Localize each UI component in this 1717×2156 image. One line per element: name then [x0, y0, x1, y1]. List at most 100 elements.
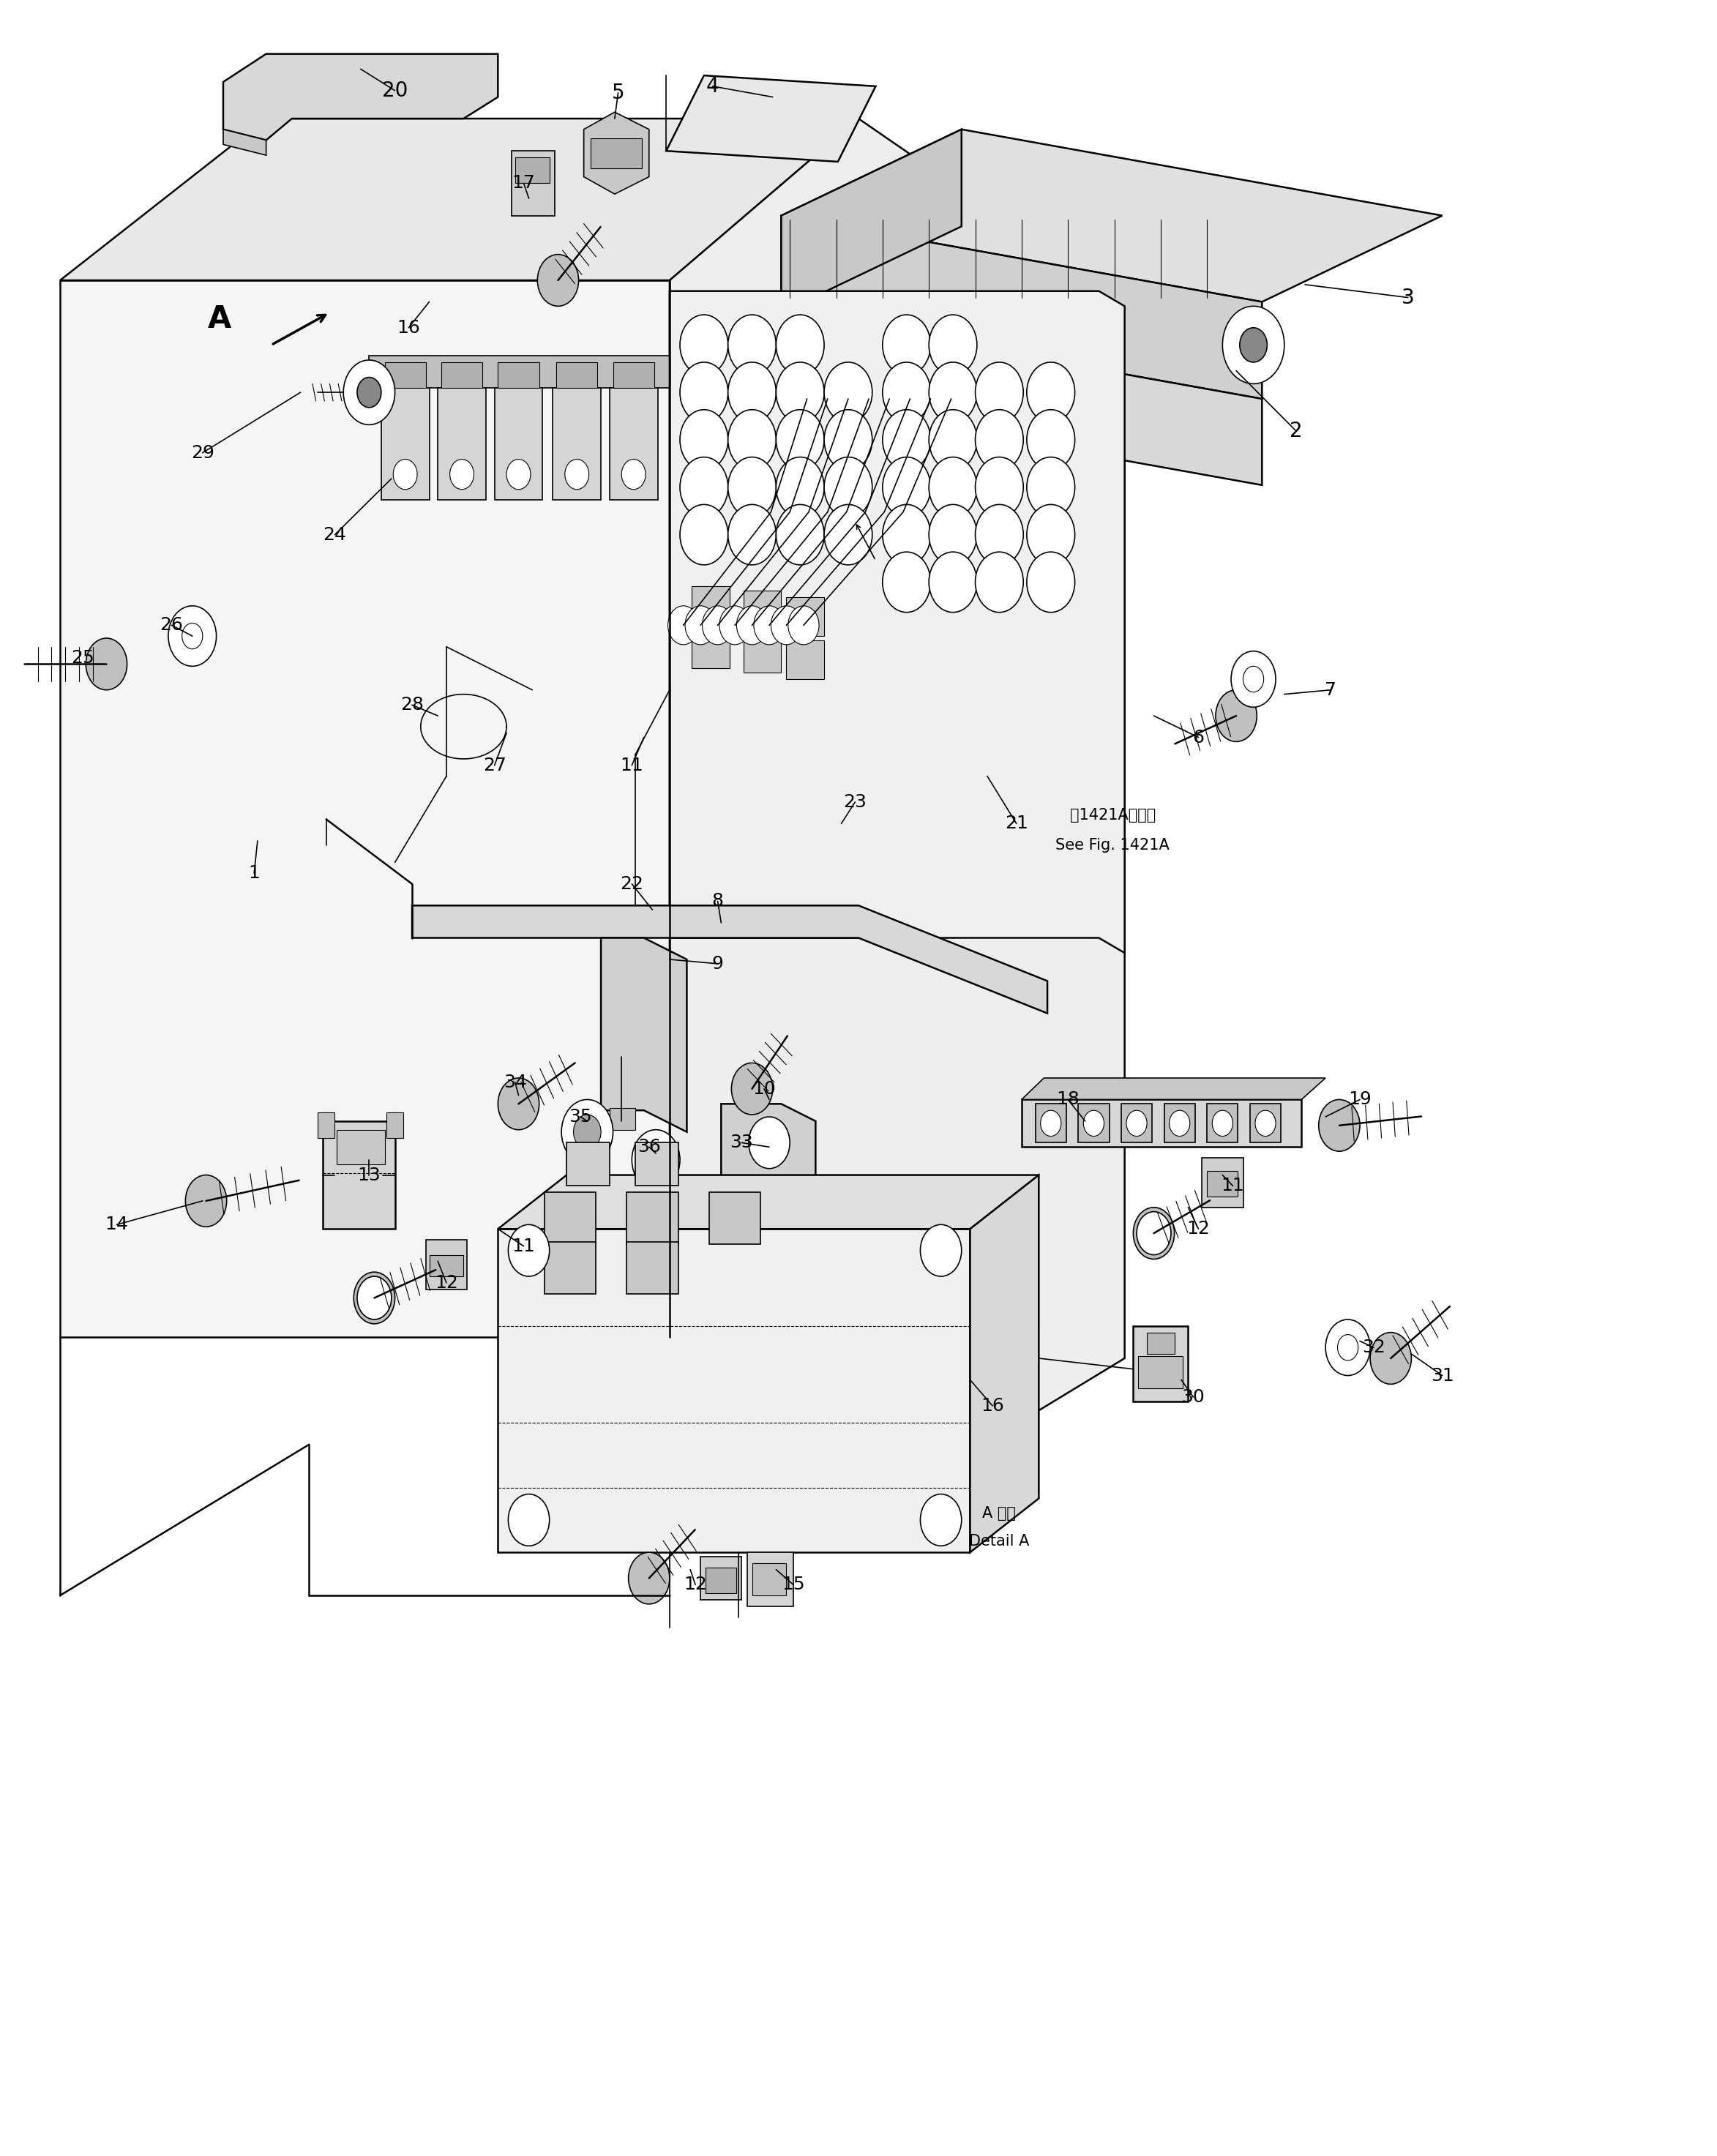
Circle shape	[1137, 1212, 1171, 1255]
Polygon shape	[781, 129, 1442, 302]
Polygon shape	[781, 129, 962, 313]
Circle shape	[1126, 1110, 1147, 1136]
Circle shape	[393, 459, 417, 489]
Circle shape	[450, 459, 474, 489]
Circle shape	[975, 410, 1023, 470]
Circle shape	[357, 377, 381, 407]
Circle shape	[86, 638, 127, 690]
Text: 14: 14	[105, 1216, 129, 1233]
Text: 19: 19	[1348, 1091, 1372, 1108]
Circle shape	[354, 1272, 395, 1324]
Circle shape	[622, 459, 646, 489]
Text: 28: 28	[400, 696, 424, 714]
Text: 11: 11	[1221, 1177, 1245, 1194]
Bar	[786, 640, 824, 679]
Text: 24: 24	[323, 526, 347, 543]
Bar	[429, 1255, 464, 1276]
Circle shape	[883, 410, 931, 470]
Circle shape	[1326, 1319, 1370, 1376]
Polygon shape	[666, 75, 876, 162]
Circle shape	[680, 410, 728, 470]
Circle shape	[883, 552, 931, 612]
Circle shape	[776, 410, 824, 470]
Circle shape	[1231, 651, 1276, 707]
Circle shape	[929, 457, 977, 517]
Circle shape	[680, 505, 728, 565]
Bar	[386, 1112, 403, 1138]
Polygon shape	[721, 1104, 816, 1199]
Circle shape	[920, 1225, 962, 1276]
Text: 2: 2	[1289, 420, 1303, 442]
Bar	[752, 1563, 786, 1595]
Polygon shape	[498, 1175, 1039, 1229]
Circle shape	[1041, 1110, 1061, 1136]
Polygon shape	[498, 362, 539, 388]
Text: 10: 10	[752, 1080, 776, 1097]
Polygon shape	[670, 119, 1125, 1520]
Bar	[512, 151, 555, 216]
Polygon shape	[60, 280, 670, 1337]
Text: 36: 36	[637, 1138, 661, 1156]
Bar	[709, 1192, 761, 1244]
Circle shape	[776, 315, 824, 375]
Circle shape	[168, 606, 216, 666]
Circle shape	[702, 606, 733, 645]
Circle shape	[565, 459, 589, 489]
Circle shape	[728, 362, 776, 423]
Bar	[515, 157, 549, 183]
Circle shape	[1223, 306, 1284, 384]
Bar	[1035, 1104, 1066, 1143]
Text: 30: 30	[1181, 1388, 1205, 1406]
Circle shape	[929, 362, 977, 423]
Circle shape	[185, 1175, 227, 1227]
Circle shape	[929, 552, 977, 612]
Bar	[786, 597, 824, 636]
Text: 第1421A図参照: 第1421A図参照	[1070, 808, 1156, 821]
Circle shape	[788, 606, 819, 645]
Circle shape	[749, 1117, 790, 1169]
Circle shape	[883, 315, 931, 375]
Polygon shape	[613, 362, 654, 388]
Polygon shape	[584, 112, 649, 194]
Circle shape	[824, 457, 872, 517]
Circle shape	[1240, 328, 1267, 362]
Polygon shape	[369, 356, 670, 388]
Text: 11: 11	[512, 1238, 536, 1255]
Circle shape	[824, 362, 872, 423]
Text: 25: 25	[70, 649, 94, 666]
Bar	[1207, 1104, 1238, 1143]
Polygon shape	[412, 906, 1047, 1013]
Bar	[544, 1242, 596, 1294]
Text: A 詳細: A 詳細	[982, 1507, 1016, 1520]
Circle shape	[1255, 1110, 1276, 1136]
Bar	[1138, 1356, 1183, 1388]
Circle shape	[824, 410, 872, 470]
Bar	[1147, 1332, 1174, 1354]
Circle shape	[776, 457, 824, 517]
Circle shape	[719, 606, 750, 645]
Text: 27: 27	[482, 757, 507, 774]
Circle shape	[573, 1115, 601, 1149]
Polygon shape	[223, 129, 266, 155]
Polygon shape	[970, 1175, 1039, 1552]
Circle shape	[728, 505, 776, 565]
Bar	[635, 1143, 678, 1186]
Text: 8: 8	[713, 893, 723, 910]
Text: 18: 18	[1056, 1091, 1080, 1108]
Text: 12: 12	[1186, 1220, 1210, 1238]
Polygon shape	[323, 1121, 395, 1229]
Circle shape	[1083, 1110, 1104, 1136]
Text: 16: 16	[397, 319, 421, 336]
Circle shape	[632, 1130, 680, 1190]
Circle shape	[508, 1494, 549, 1546]
Polygon shape	[426, 1240, 467, 1289]
Bar	[1250, 1104, 1281, 1143]
Circle shape	[728, 315, 776, 375]
Circle shape	[537, 254, 579, 306]
Text: 31: 31	[1430, 1367, 1454, 1384]
Circle shape	[776, 505, 824, 565]
Polygon shape	[223, 54, 498, 140]
Polygon shape	[781, 313, 1262, 485]
Bar	[318, 1112, 335, 1138]
Circle shape	[929, 315, 977, 375]
